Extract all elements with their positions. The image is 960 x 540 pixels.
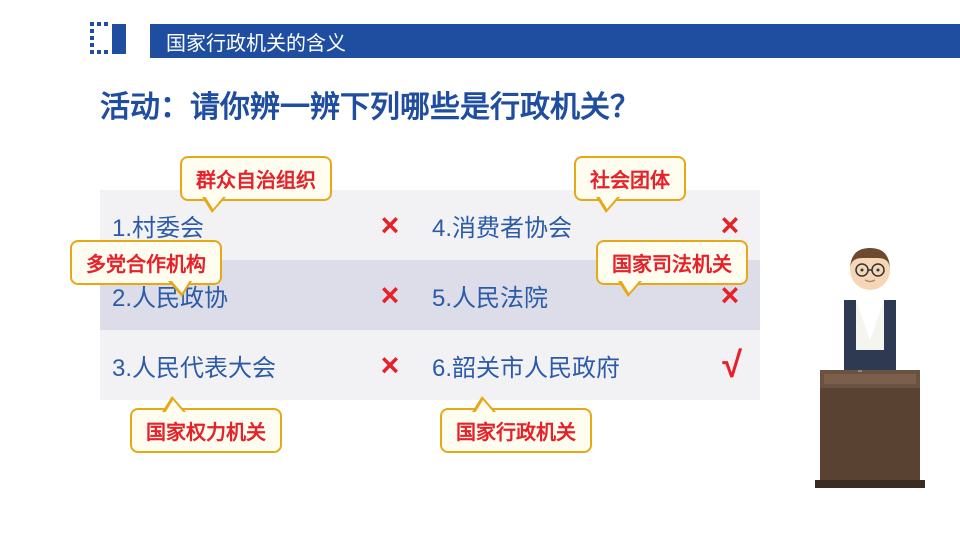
item-6: 6.韶关市人民政府 <box>420 330 700 400</box>
presenter-illustration <box>800 230 940 490</box>
slide-header: 国家行政机关的含义 <box>0 22 960 60</box>
header-bar: 国家行政机关的含义 <box>150 24 960 58</box>
callout-5: 国家司法机关 <box>596 240 748 285</box>
callout-2: 多党合作机构 <box>70 240 222 285</box>
mark-2: × <box>360 260 420 330</box>
callout-1: 群众自治组织 <box>180 156 332 201</box>
callout-4: 社会团体 <box>574 156 686 201</box>
activity-title: 活动：请你辨一辨下列哪些是行政机关？ <box>100 82 640 126</box>
callout-3: 国家权力机关 <box>130 408 282 453</box>
mark-6: √ <box>700 330 760 400</box>
item-3: 3.人民代表大会 <box>100 330 360 400</box>
options-table: 1.村委会 × 4.消费者协会 × 2.人民政协 × 5.人民法院 × 3.人民… <box>100 190 760 400</box>
callout-6: 国家行政机关 <box>440 408 592 453</box>
mark-1: × <box>360 190 420 260</box>
mark-3: × <box>360 330 420 400</box>
section-number-icon <box>90 20 134 64</box>
table-row: 3.人民代表大会 × 6.韶关市人民政府 √ <box>100 330 760 400</box>
header-title: 国家行政机关的含义 <box>166 27 346 56</box>
